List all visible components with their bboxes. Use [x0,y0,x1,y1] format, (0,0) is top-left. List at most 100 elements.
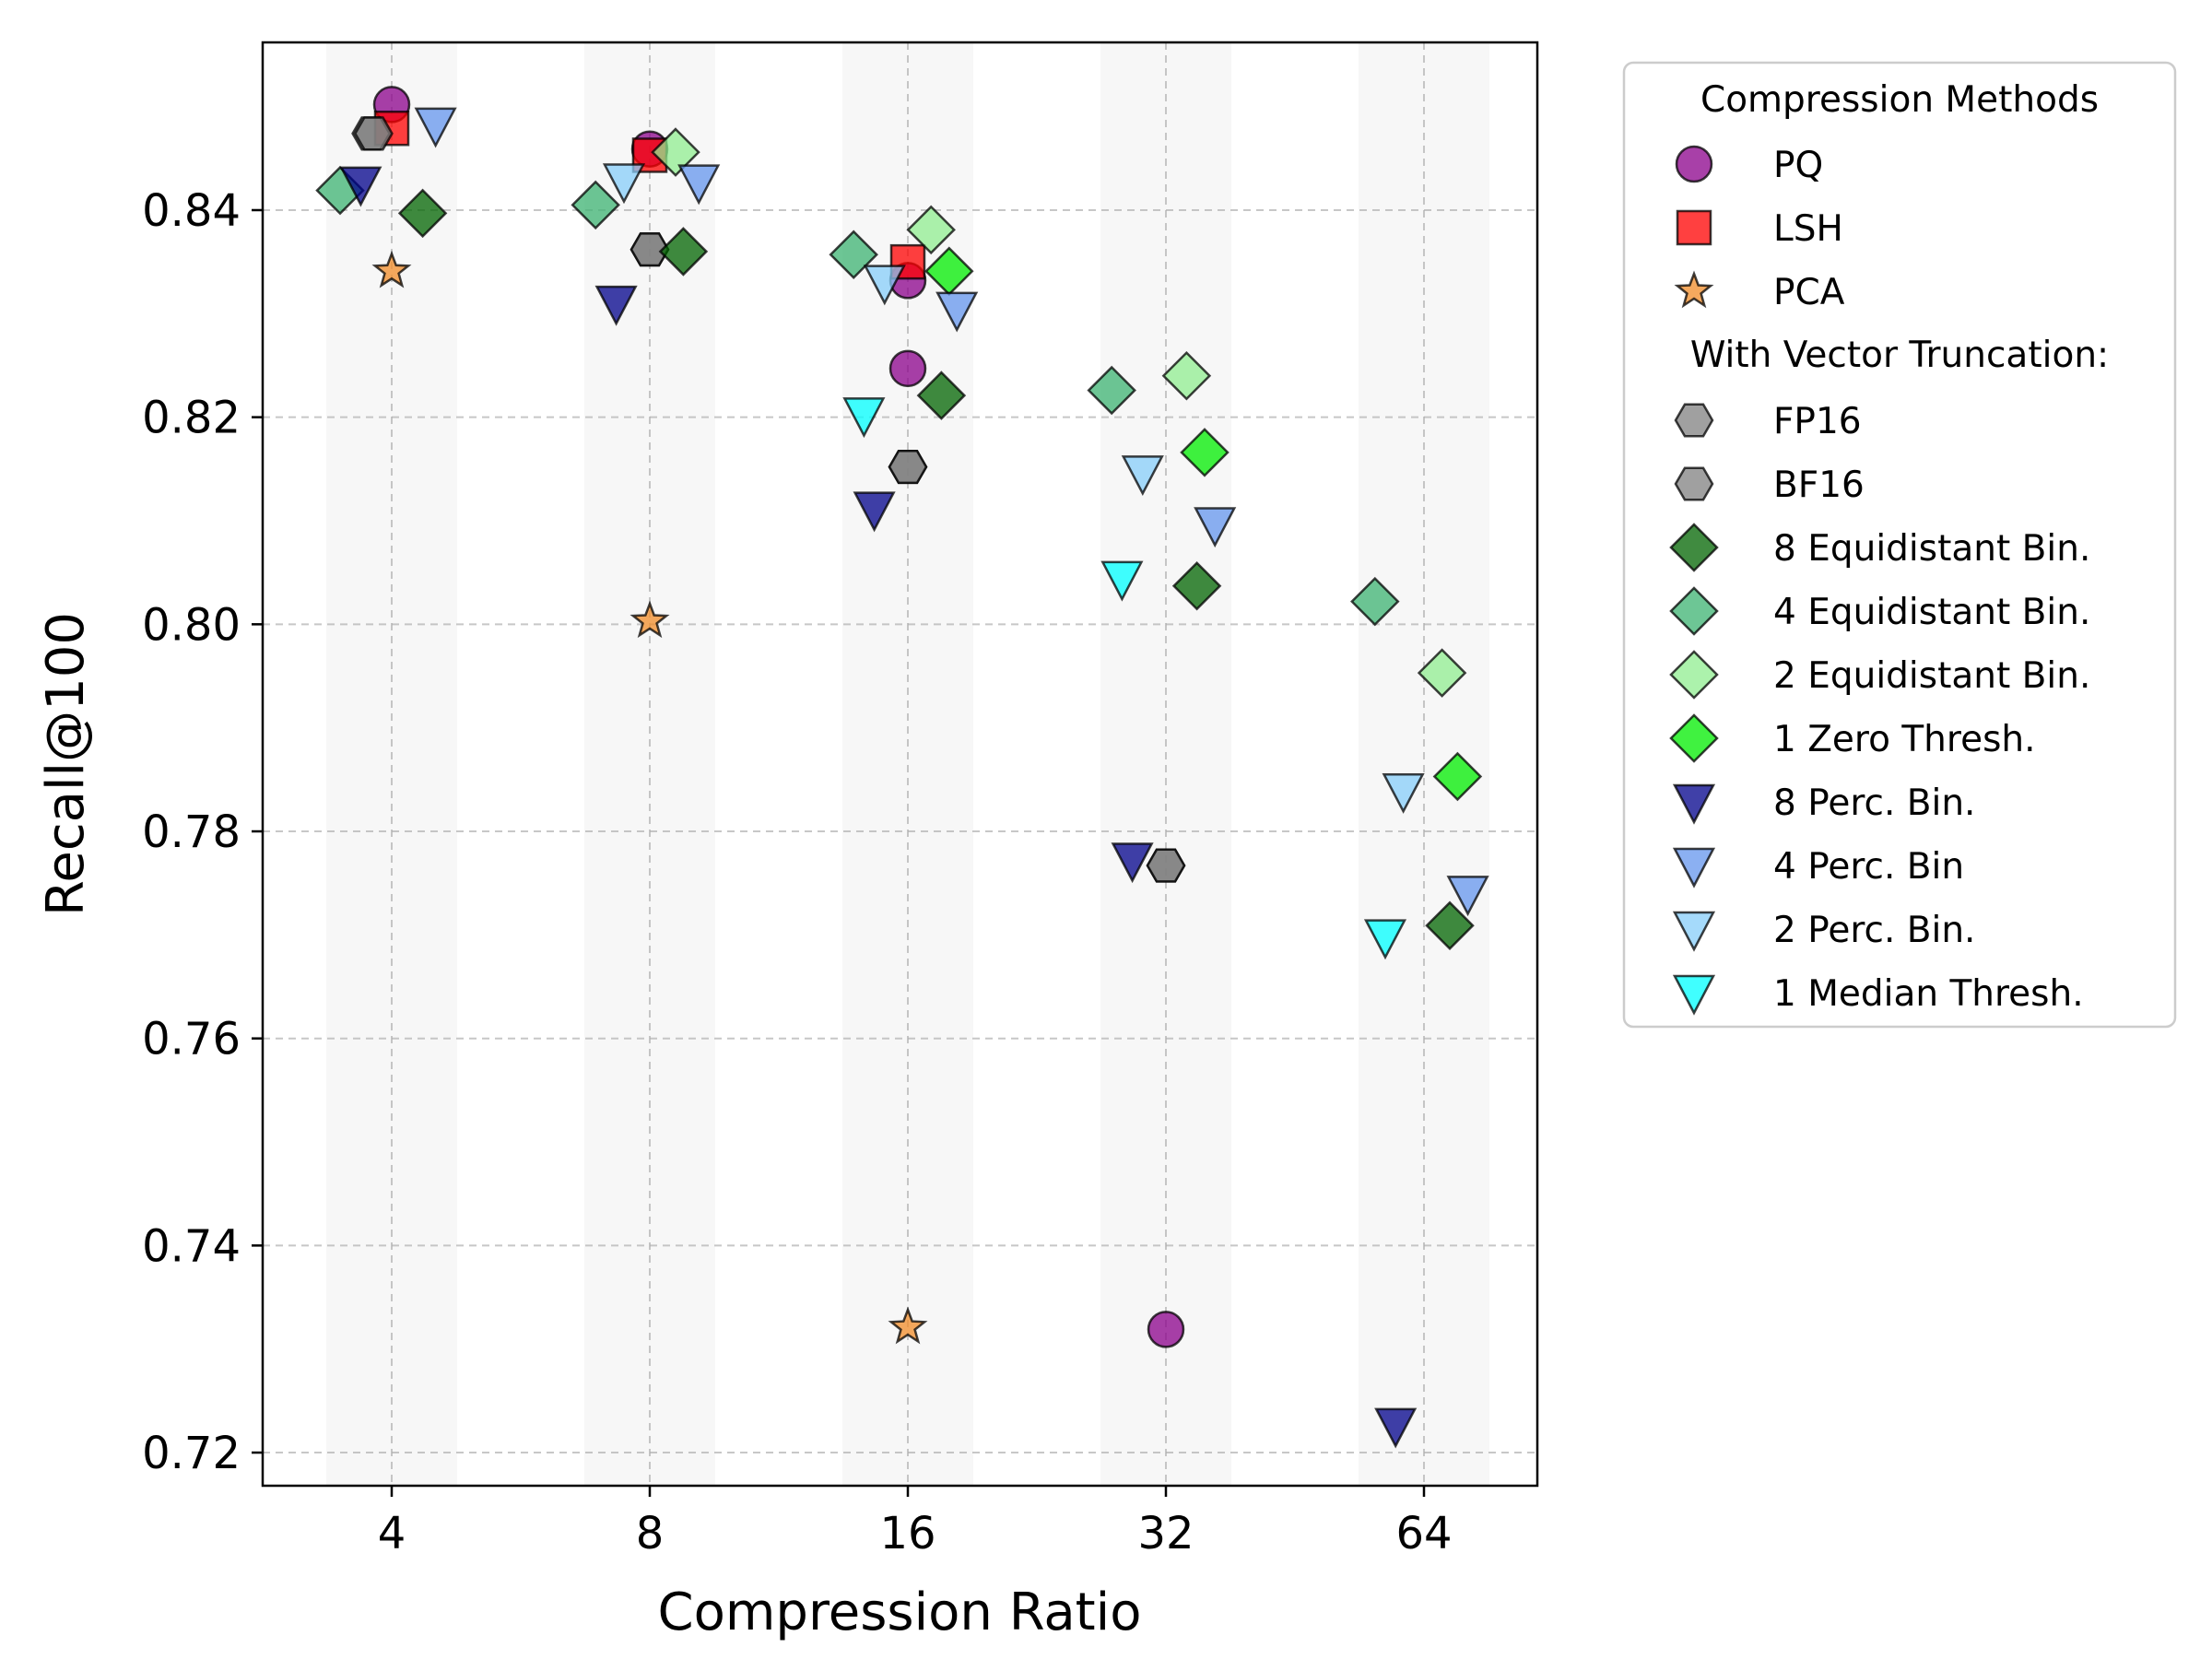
legend-item-8-perc-bin: 8 Perc. Bin. [1672,782,1975,825]
point-4-perc-bin-16-2 [935,291,979,333]
point-1-zero-thresh-32-1 [1180,428,1230,477]
legend-marker-8-equidistant-bin [1669,523,1719,572]
legend-marker-4-equidistant-bin [1669,586,1719,636]
point-bf16-16-2 [888,450,928,485]
grid [263,42,1537,1486]
legend-title-compression-methods: Compression Methods [1700,79,2099,121]
legend-item-1-zero-thresh: 1 Zero Thresh. [1669,713,2036,763]
legend-marker-pq [1675,145,1713,183]
point-bf16-32-3 [1146,848,1186,883]
point-4-perc-bin-64-4 [1446,876,1489,917]
point-4-equidistant-bin-32-3 [1087,365,1136,416]
point-8-equidistant-bin-4-0 [397,188,448,239]
series-1-median-thresh [842,397,1407,960]
legend-marker-lsh [1676,209,1712,246]
legend-item-2-perc-bin: 2 Perc. Bin. [1672,910,1975,952]
series-pq [372,86,1185,1348]
legend-label-pq: PQ [1773,145,1823,186]
point-2-perc-bin-16-1 [863,265,906,306]
point-pca-8-1 [629,600,670,639]
point-8-equidistant-bin-64-4 [1425,900,1475,951]
point-1-median-thresh-16-0 [842,397,886,439]
y-axis-ticks: 0.72 0.74 0.76 0.78 0.80 0.82 0.84 [142,185,263,1479]
point-2-equidistant-bin-64-3 [1417,648,1467,698]
legend-item-pq: PQ [1675,145,1823,186]
y-tick-label-0.84: 0.84 [142,185,241,237]
series-pca [371,250,928,1345]
y-tick-label-0.72: 0.72 [142,1428,241,1479]
x-tick-label-8: 8 [636,1508,665,1559]
y-tick-label-0.74: 0.74 [142,1220,241,1272]
point-pca-4-0 [371,250,412,288]
legend-label-pca: PCA [1773,272,1845,313]
legend-label-lsh: LSH [1773,208,1843,250]
x-tick-label-4: 4 [378,1508,406,1559]
legend-label-2-equidistant-bin: 2 Equidistant Bin. [1773,655,2090,697]
point-4-perc-bin-8-1 [677,164,721,206]
legend-marker-2-perc-bin [1672,911,1716,952]
legend-label-8-equidistant-bin: 8 Equidistant Bin. [1773,528,2090,570]
y-tick-label-0.80: 0.80 [142,599,241,651]
point-8-perc-bin-64-4 [1374,1407,1418,1449]
series-bf16 [353,116,1186,883]
point-4-equidistant-bin-8-1 [571,180,620,230]
point-2-perc-bin-64-3 [1382,772,1425,814]
x-tick-label-64: 64 [1395,1508,1452,1559]
point-8-equidistant-bin-8-1 [658,227,709,276]
y-axis-label: Recall@100 [36,612,96,916]
legend-label-2-perc-bin: 2 Perc. Bin. [1773,910,1975,951]
point-4-perc-bin-4-0 [414,107,457,148]
legend-group-vector-truncation: FP16 BF16 8 Equidistant Bin. 4 Equidistant … [1669,401,2090,1016]
series-4-perc-bin [414,107,1489,917]
legend-item-8-equidistant-bin: 8 Equidistant Bin. [1669,523,2090,572]
legend-item-bf16: BF16 [1674,465,1865,506]
legend: Compression Methods PQ LSH PCA With Vector… [1622,61,2177,1029]
point-8-equidistant-bin-32-3 [1171,561,1222,611]
point-1-zero-thresh-64-2 [1432,751,1483,802]
series-fp16 [351,116,1186,883]
x-tick-label-32: 32 [1137,1508,1194,1559]
y-tick-label-0.76: 0.76 [142,1014,241,1065]
x-axis-label: Compression Ratio [658,1583,1142,1642]
point-8-perc-bin-32-3 [1111,842,1154,884]
legend-marker-fp16 [1674,403,1714,438]
legend-item-1-median-thresh: 1 Median Thresh. [1672,973,2084,1016]
series-8-perc-bin [339,166,1418,1449]
legend-marker-bf16 [1674,466,1714,501]
legend-marker-2-equidistant-bin [1669,650,1719,700]
legend-group-compression-methods: PQ LSH PCA [1674,145,1845,313]
point-1-median-thresh-64-2 [1363,919,1407,960]
point-8-perc-bin-4-0 [339,166,382,207]
data-points [315,86,1489,1449]
legend-label-1-zero-thresh: 1 Zero Thresh. [1773,719,2036,760]
point-4-perc-bin-32-3 [1194,507,1237,548]
legend-frame [1622,61,2177,1029]
point-pq-16-3 [888,349,927,388]
y-tick-label-0.82: 0.82 [142,393,241,444]
legend-item-lsh: LSH [1676,208,1843,250]
point-4-equidistant-bin-64-4 [1350,576,1400,627]
legend-item-4-perc-bin: 4 Perc. Bin [1672,846,1964,888]
x-tick-label-16: 16 [879,1508,935,1559]
legend-label-fp16: FP16 [1773,401,1862,442]
x-axis-ticks: 4 8 16 32 64 [378,1486,1453,1559]
legend-label-4-perc-bin: 4 Perc. Bin [1773,846,1964,888]
series-2-perc-bin [602,163,1425,814]
legend-title-vector-truncation: With Vector Truncation: [1690,335,2109,376]
legend-label-1-median-thresh: 1 Median Thresh. [1773,973,2084,1015]
point-8-perc-bin-8-1 [594,285,638,326]
legend-item-2-equidistant-bin: 2 Equidistant Bin. [1669,650,2090,700]
point-2-perc-bin-32-2 [1121,455,1164,497]
legend-item-pca: PCA [1674,270,1845,313]
legend-label-bf16: BF16 [1773,465,1865,506]
point-8-perc-bin-16-2 [853,491,896,533]
point-2-equidistant-bin-16-1 [906,205,956,255]
point-1-median-thresh-32-1 [1100,560,1144,602]
legend-label-8-perc-bin: 8 Perc. Bin. [1773,782,1975,824]
legend-marker-1-median-thresh [1672,974,1716,1016]
point-pq-32-4 [1147,1311,1185,1348]
legend-item-fp16: FP16 [1674,401,1862,442]
legend-marker-pca [1674,270,1714,309]
point-2-equidistant-bin-32-2 [1161,350,1212,401]
